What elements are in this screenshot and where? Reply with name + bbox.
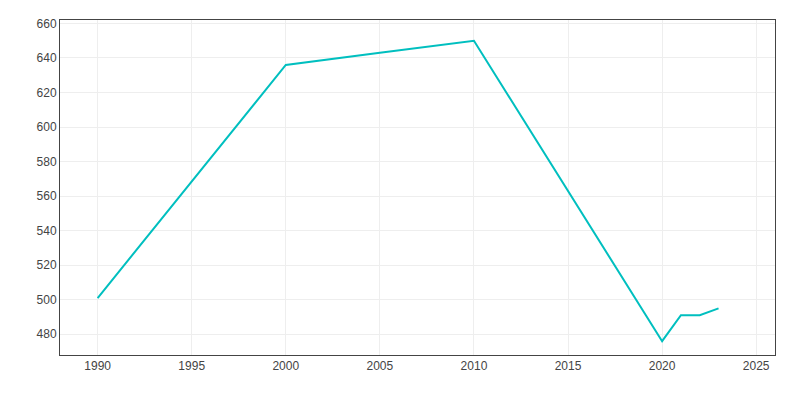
svg-text:640: 640 — [37, 51, 57, 65]
svg-text:2005: 2005 — [367, 359, 394, 373]
svg-text:540: 540 — [37, 224, 57, 238]
svg-text:2015: 2015 — [555, 359, 582, 373]
svg-text:1995: 1995 — [178, 359, 205, 373]
svg-text:560: 560 — [37, 189, 57, 203]
svg-text:2025: 2025 — [743, 359, 770, 373]
svg-text:2020: 2020 — [649, 359, 676, 373]
svg-text:580: 580 — [37, 155, 57, 169]
svg-text:600: 600 — [37, 120, 57, 134]
svg-text:480: 480 — [37, 327, 57, 341]
svg-text:620: 620 — [37, 86, 57, 100]
svg-text:660: 660 — [37, 17, 57, 31]
svg-text:520: 520 — [37, 258, 57, 272]
svg-text:500: 500 — [37, 293, 57, 307]
svg-text:2000: 2000 — [272, 359, 299, 373]
svg-text:2010: 2010 — [461, 359, 488, 373]
svg-text:1990: 1990 — [84, 359, 111, 373]
